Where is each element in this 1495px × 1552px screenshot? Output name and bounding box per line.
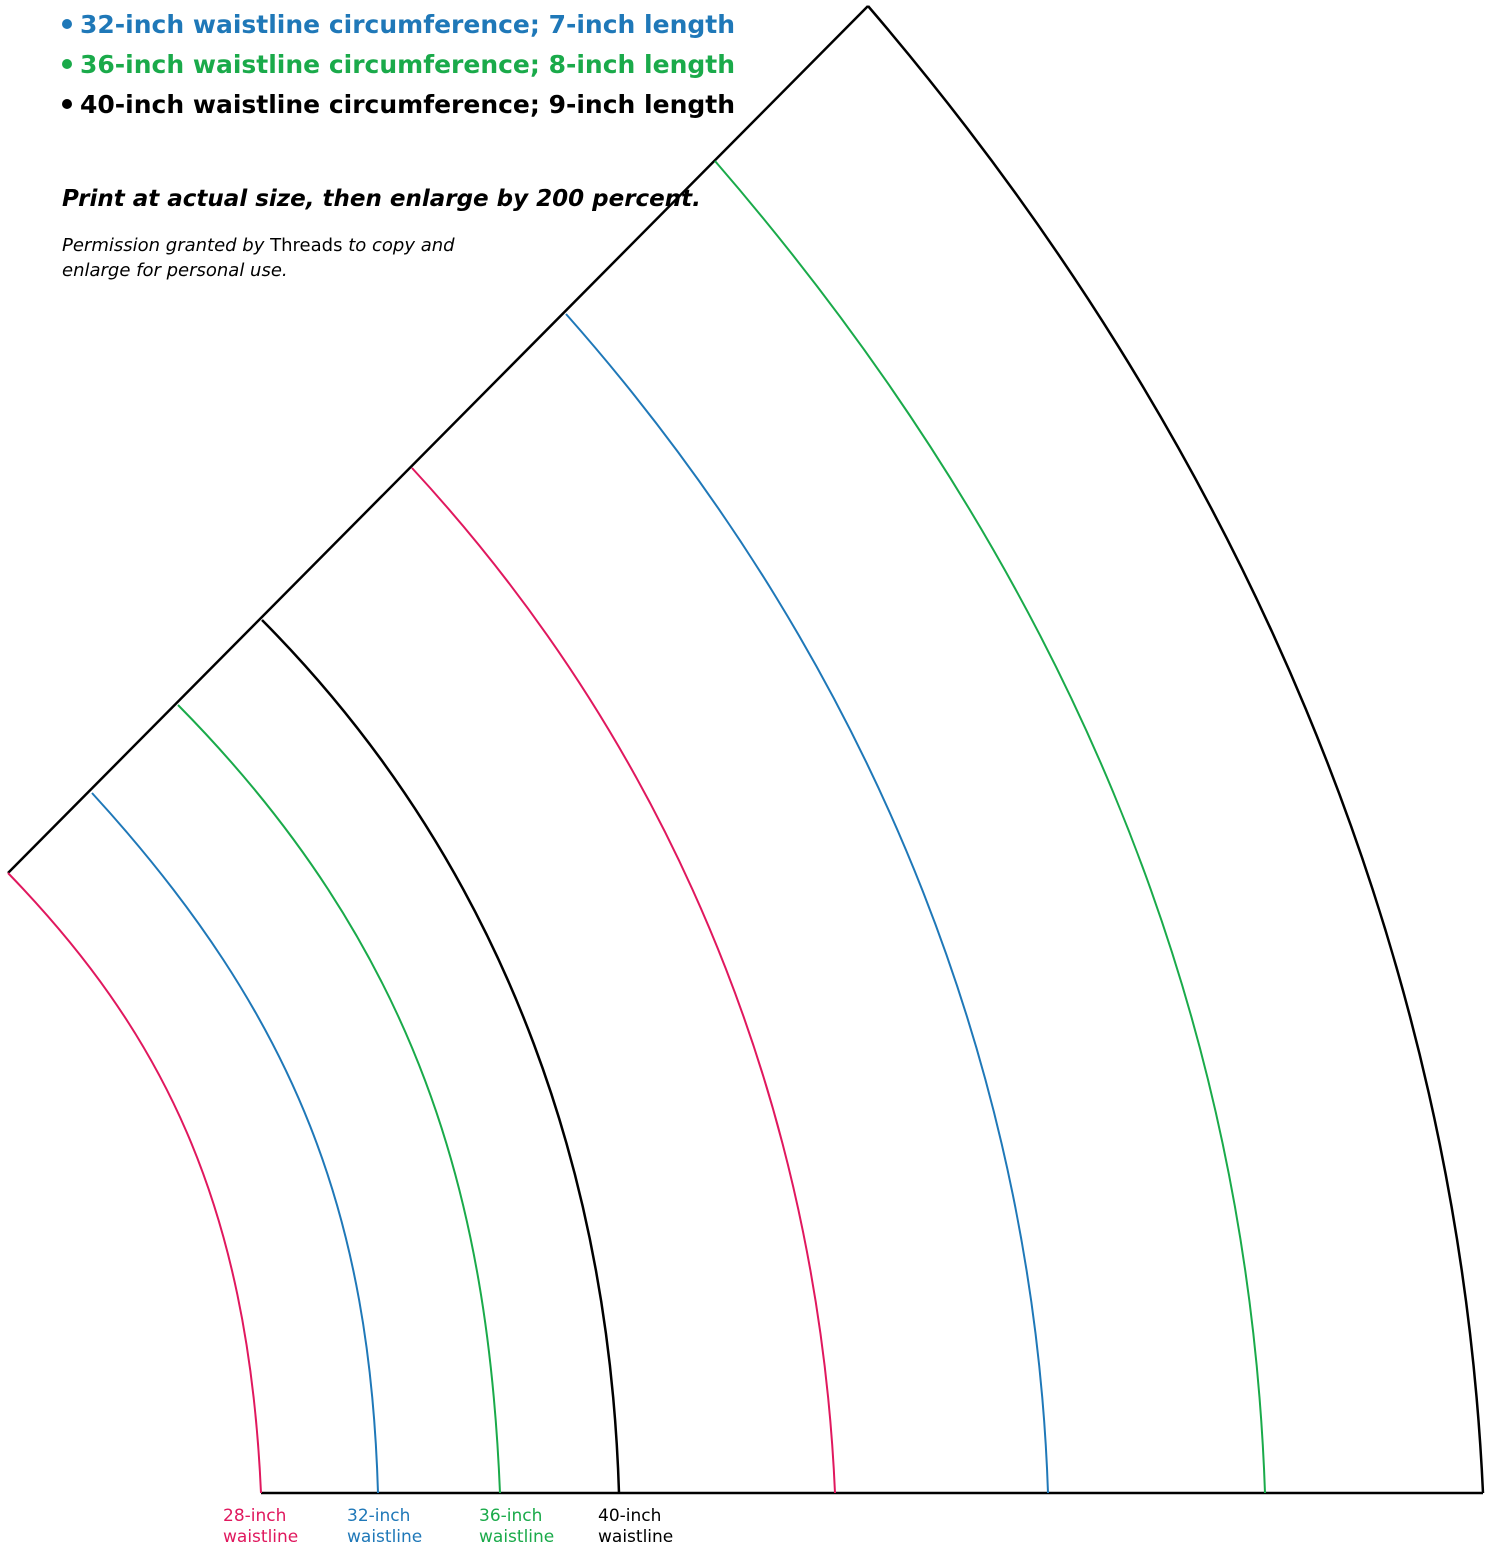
waistline-word-40: waistline xyxy=(598,1527,674,1547)
waistline-word-36: waistline xyxy=(479,1527,555,1547)
bullet-icon xyxy=(62,99,72,109)
bullet-icon xyxy=(62,19,72,29)
permission-text-end: to copy and enlarge for personal use. xyxy=(62,235,455,281)
waistline-size-40: 40-inch xyxy=(598,1506,662,1526)
waistline-word-28: waistline xyxy=(223,1527,299,1547)
waistline-size-36: 36-inch xyxy=(479,1506,543,1526)
legend-text-32: 32-inch waistline circumference; 7-inch … xyxy=(80,10,736,39)
waistline-label-28: 28-inch waistline xyxy=(223,1506,298,1548)
waistline-label-32: 32-inch waistline xyxy=(347,1506,422,1548)
waistline-32-curve xyxy=(91,792,379,1494)
waistline-word-32: waistline xyxy=(347,1527,423,1547)
waistline-label-40: 40-inch waistline xyxy=(598,1506,673,1548)
waistline-size-28: 28-inch xyxy=(223,1506,287,1526)
hem-36-curve xyxy=(714,160,1266,1494)
waistline-size-32: 32-inch xyxy=(347,1506,411,1526)
hem-32-curve xyxy=(565,313,1049,1494)
legend-text-36: 36-inch waistline circumference; 8-inch … xyxy=(80,50,736,79)
permission-text-start: Permission granted by xyxy=(62,235,265,256)
print-instruction: Print at actual size, then enlarge by 20… xyxy=(62,186,701,212)
bullet-icon xyxy=(62,59,72,69)
publication-name: Threads xyxy=(270,235,343,256)
waistline-36-curve xyxy=(177,704,501,1494)
waistline-28-curve xyxy=(7,872,262,1494)
waistline-40-curve xyxy=(261,619,621,1494)
legend-item-36: 36-inch waistline circumference; 8-inch … xyxy=(62,50,735,80)
legend-item-40: 40-inch waistline circumference; 9-inch … xyxy=(62,90,735,120)
diagonal-edge xyxy=(7,5,869,874)
waistline-label-36: 36-inch waistline xyxy=(479,1506,554,1548)
hem-28-curve xyxy=(411,467,836,1494)
hem-40-curve xyxy=(867,5,1485,1494)
legend-item-32: 32-inch waistline circumference; 7-inch … xyxy=(62,10,735,40)
legend-text-40: 40-inch waistline circumference; 9-inch … xyxy=(80,90,736,119)
permission-note: Permission granted by Threads to copy an… xyxy=(62,233,482,283)
